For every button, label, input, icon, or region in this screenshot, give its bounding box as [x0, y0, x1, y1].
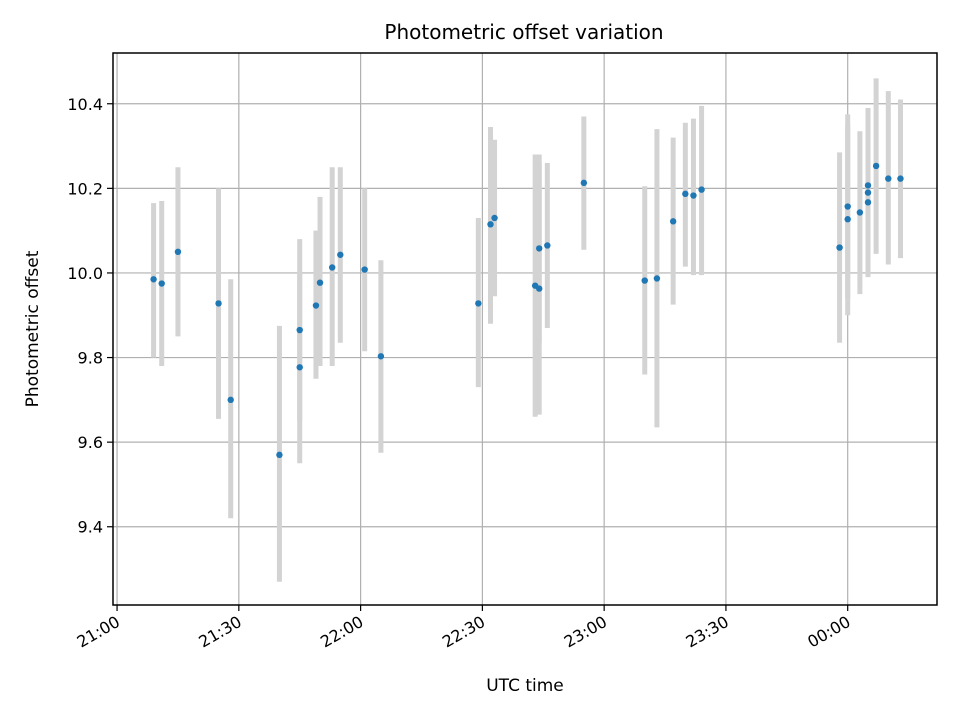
x-tick-label: 22:30: [439, 612, 488, 652]
data-point: [296, 364, 303, 371]
data-point: [844, 216, 851, 223]
x-tick-label: 00:00: [804, 612, 853, 652]
data-point: [491, 214, 498, 222]
error-bars: [151, 78, 903, 582]
data-point: [682, 190, 689, 198]
data-point: [377, 353, 385, 360]
y-tick-label: 10.0: [67, 264, 103, 283]
data-point: [864, 199, 872, 206]
y-tick-label: 10.4: [67, 95, 103, 114]
data-point: [864, 182, 872, 189]
data-points: [150, 162, 904, 459]
data-point: [669, 218, 677, 225]
data-point: [316, 279, 324, 286]
data-point: [215, 300, 222, 307]
data-point: [641, 277, 648, 284]
data-point: [856, 209, 864, 216]
data-point: [836, 244, 843, 251]
data-point: [475, 300, 482, 307]
data-point: [312, 302, 320, 309]
y-tick-label: 9.8: [78, 349, 103, 368]
data-point: [276, 451, 283, 459]
grid-lines: [113, 53, 937, 605]
x-tick-label: 23:30: [682, 612, 731, 652]
y-axis-ticks: 9.4 9.6 9.8 10.0 10.2 10.4: [67, 95, 113, 537]
y-axis-title: Photometric offset: [23, 250, 43, 407]
data-point: [897, 175, 904, 182]
data-point: [296, 326, 303, 334]
data-point: [328, 264, 336, 271]
data-point: [864, 189, 872, 196]
data-point: [227, 396, 234, 404]
x-tick-label: 21:00: [74, 612, 123, 652]
x-tick-label: 22:00: [317, 612, 366, 652]
plot-frame: [112, 52, 938, 606]
data-point: [844, 203, 851, 210]
data-point: [487, 221, 494, 228]
data-point: [872, 162, 880, 170]
data-point: [580, 179, 588, 187]
y-tick-label: 9.4: [78, 518, 103, 537]
data-point: [158, 280, 165, 287]
chart-title: Photometric offset variation: [384, 20, 663, 44]
y-tick-label: 9.6: [78, 433, 103, 452]
y-tick-label: 10.2: [67, 179, 103, 198]
data-point: [690, 192, 697, 199]
data-point: [653, 275, 661, 282]
x-tick-label: 23:00: [561, 612, 610, 652]
x-axis-ticks: 21:00 21:30 22:00 22:30 23:00 23:30 00:00: [74, 605, 854, 652]
data-point: [544, 242, 551, 249]
data-point: [536, 245, 543, 252]
data-point: [337, 251, 344, 258]
x-axis-title: UTC time: [486, 676, 564, 696]
data-point: [885, 175, 892, 182]
x-tick-label: 21:30: [195, 612, 244, 652]
data-point: [150, 276, 157, 283]
data-point: [698, 186, 705, 193]
data-point: [361, 266, 368, 273]
data-point: [174, 248, 182, 256]
data-point: [536, 285, 543, 292]
